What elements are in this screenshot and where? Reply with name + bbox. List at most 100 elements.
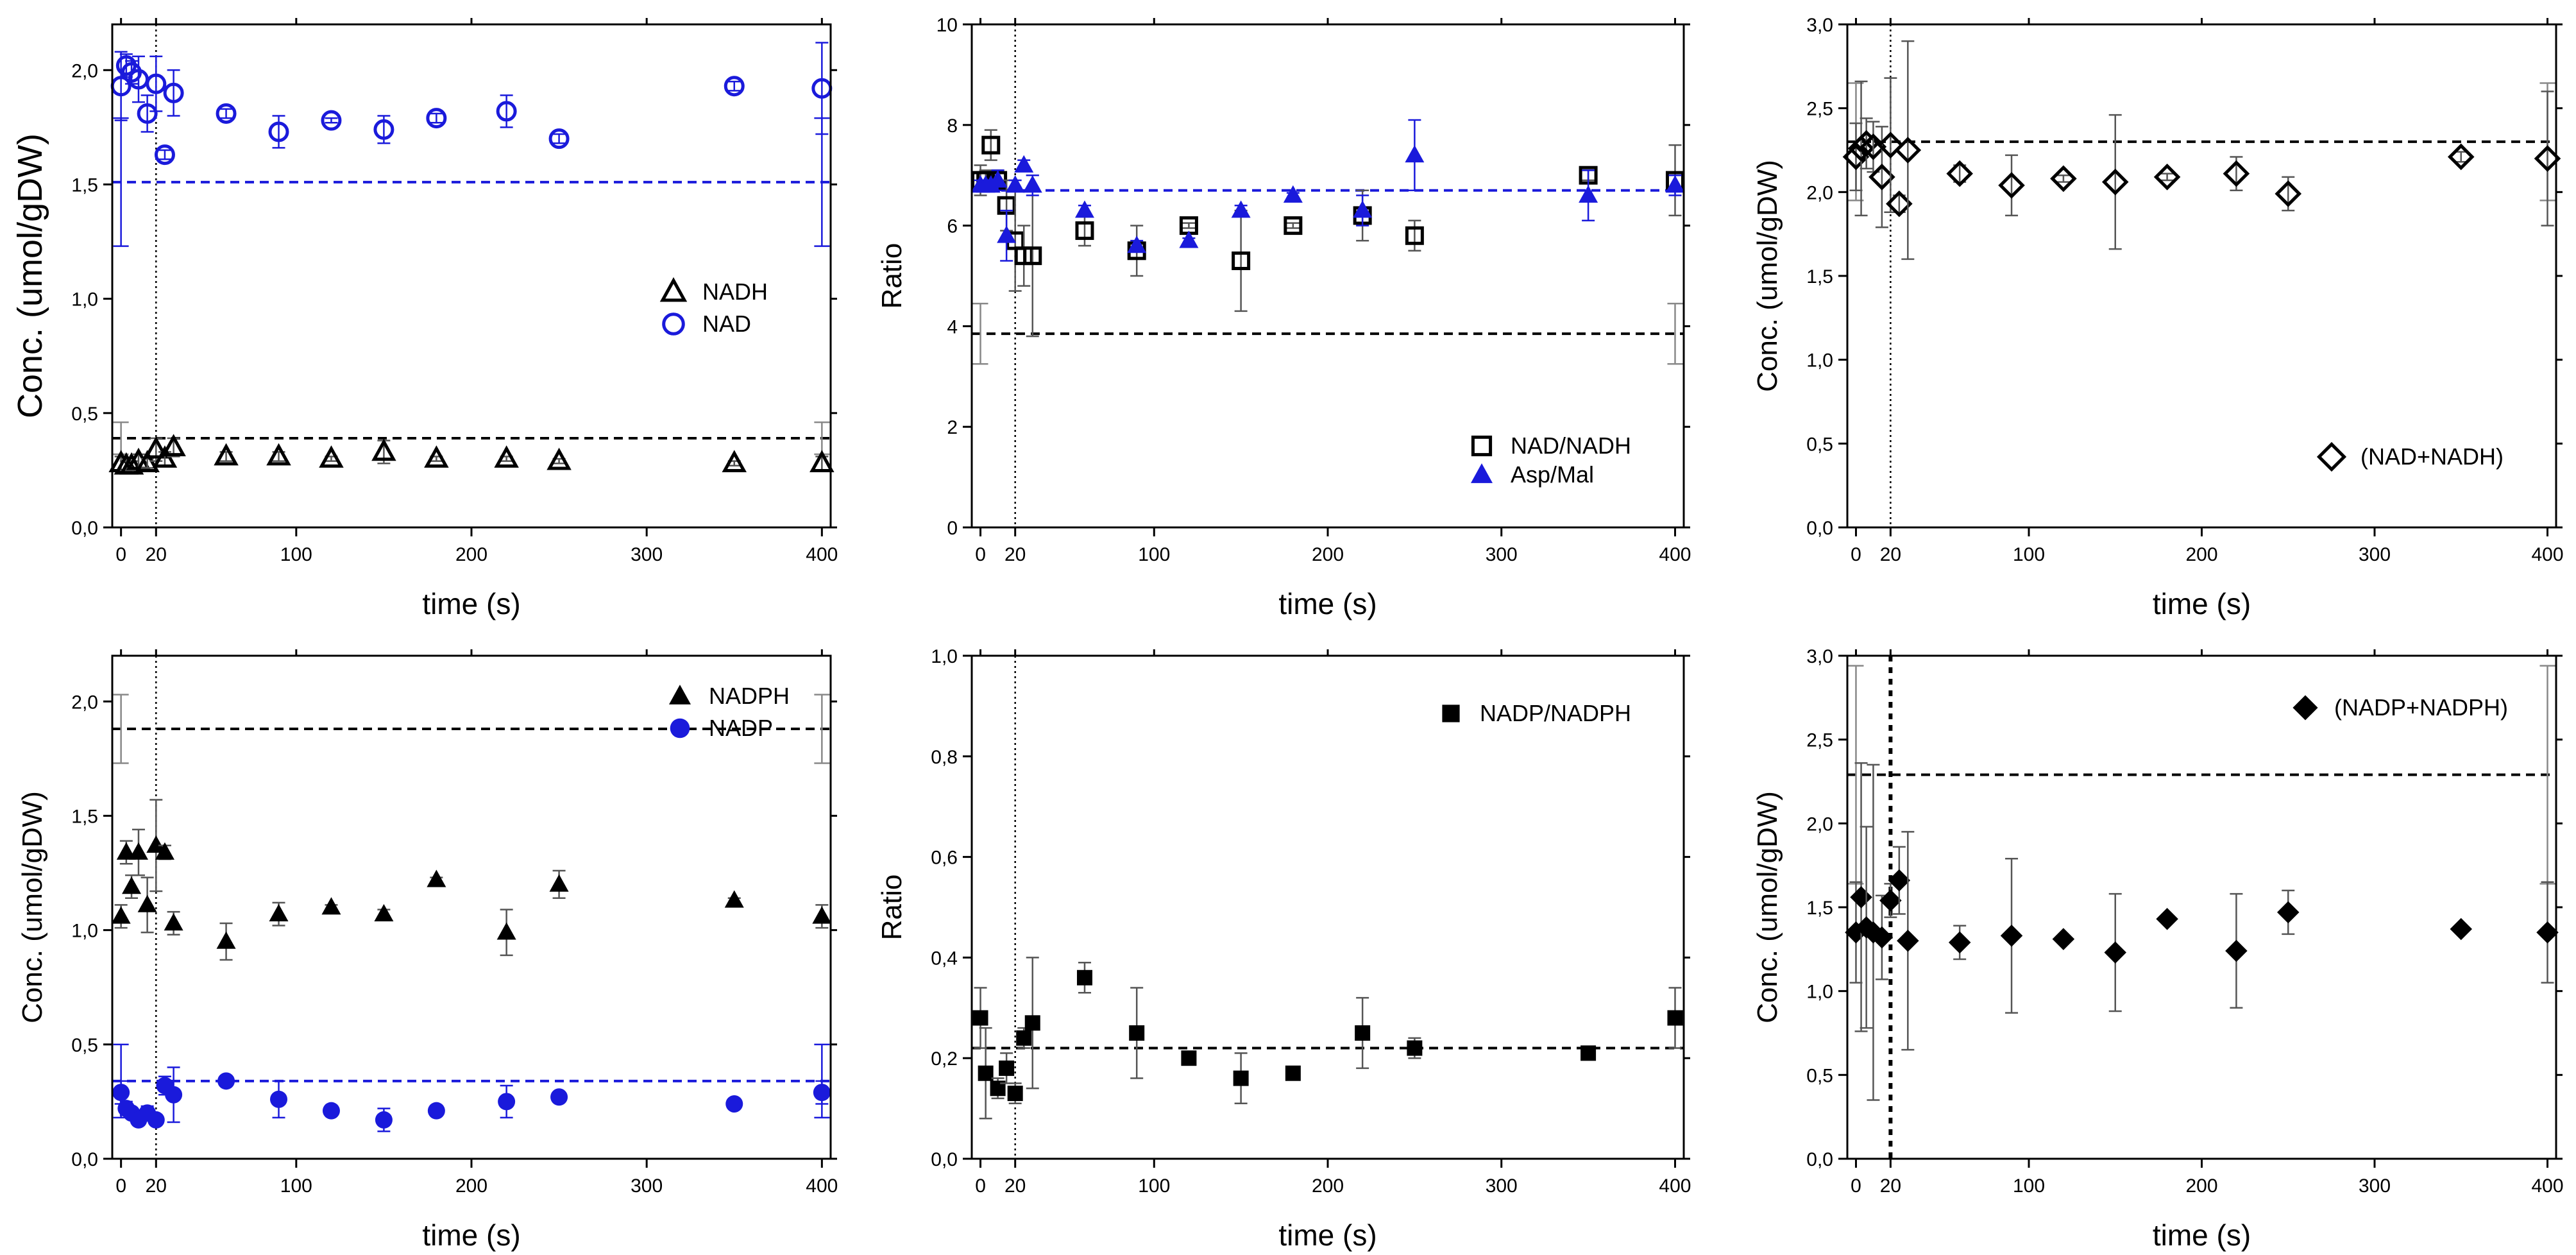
data-point: [373, 119, 394, 140]
data-point: [2104, 941, 2126, 964]
data-point: [988, 170, 1008, 188]
data-point: [1407, 1040, 1423, 1056]
y-tick-label: 0,0: [931, 1149, 958, 1170]
data-point: [137, 894, 157, 912]
data-point: [135, 450, 160, 473]
data-point: [1353, 200, 1373, 218]
data-point: [319, 445, 344, 468]
chart-panel-1: 0 20 100 200 300 400 0,0 0,5 1,0 1,5 2,0 time (s) Co…: [11, 18, 838, 620]
y-tick-label: 1,0: [71, 289, 98, 311]
data-point: [2052, 928, 2075, 950]
data-point: [550, 1088, 568, 1106]
x-tick-label: 400: [1659, 544, 1691, 565]
data-point: [116, 842, 136, 860]
y-tick-label: 2,5: [1806, 99, 1833, 120]
data-point: [427, 869, 446, 887]
data-point: [1022, 175, 1042, 193]
data-point: [1888, 869, 1911, 892]
data-point: [266, 443, 291, 466]
data-point: [161, 434, 186, 457]
data-point: [1005, 175, 1025, 193]
legend-marker: [1471, 463, 1493, 483]
data-point: [119, 452, 144, 475]
data-point: [1023, 246, 1042, 266]
y-tick-label: 2,0: [1806, 814, 1833, 835]
data-point: [1284, 216, 1303, 235]
data-point: [1179, 230, 1199, 248]
x-tick-label: 200: [2185, 1175, 2217, 1197]
x-tick-label: 300: [631, 544, 663, 565]
x-tick-label: 20: [1880, 544, 1901, 565]
x-axis-label: time (s): [2153, 1218, 2251, 1252]
data-point: [1850, 886, 1872, 909]
data-point: [547, 447, 572, 470]
data-point: [496, 922, 516, 940]
x-tick-label: 100: [280, 544, 312, 565]
data-point: [147, 1111, 165, 1129]
x-tick-label: 20: [1004, 544, 1026, 565]
y-tick-label: 1,5: [71, 806, 98, 827]
y-tick-label: 2,5: [1806, 730, 1833, 751]
x-tick-label: 400: [1659, 1175, 1691, 1197]
data-point: [1285, 1065, 1301, 1081]
data-point: [2050, 165, 2077, 192]
y-axis-label: Ratio: [876, 243, 908, 309]
x-tick-label: 100: [280, 1175, 312, 1197]
data-point: [972, 1010, 988, 1026]
x-axis-label: time (s): [1278, 587, 1377, 620]
x-tick-label: 0: [1851, 544, 1861, 565]
data-point: [1667, 1010, 1683, 1026]
y-tick-label: 10: [936, 15, 958, 36]
x-tick-label: 400: [806, 544, 838, 565]
data-point: [374, 903, 394, 922]
x-tick-label: 0: [115, 1175, 126, 1197]
data-point: [1127, 235, 1147, 253]
data-point: [809, 450, 835, 473]
y-tick-label: 1,5: [71, 175, 98, 196]
data-point: [1579, 185, 1598, 203]
data-point: [2000, 925, 2023, 947]
y-tick-label: 1,5: [1806, 898, 1833, 919]
data-point: [164, 913, 183, 931]
y-tick-label: 0,0: [71, 1149, 98, 1170]
data-point: [812, 906, 832, 924]
x-tick-label: 400: [2531, 1175, 2563, 1197]
y-axis-label: Conc. (umol/gDW): [1752, 791, 1783, 1023]
data-point: [1076, 969, 1092, 986]
data-point: [1877, 132, 1904, 158]
legend-label: NAD/NADH: [1511, 432, 1631, 459]
x-tick-label: 0: [975, 1175, 986, 1197]
data-point: [549, 874, 569, 892]
data-point: [813, 1084, 831, 1102]
chart-panel-3: 0 20 100 200 300 400 0,0 0,5 1,0 1,5 2,0 2,5 3,0 time…: [1752, 15, 2564, 620]
data-point: [146, 73, 167, 94]
x-axis-label: time (s): [2153, 587, 2251, 620]
data-point: [1948, 931, 1971, 954]
data-point: [165, 1086, 183, 1104]
data-point: [216, 931, 236, 949]
data-point: [1232, 251, 1251, 270]
x-tick-label: 100: [2013, 544, 2045, 565]
data-point: [978, 1065, 994, 1081]
x-tick-label: 20: [1004, 1175, 1026, 1197]
data-point: [496, 101, 517, 122]
x-tick-label: 20: [1880, 1175, 1901, 1197]
legend-marker: [670, 718, 690, 738]
data-point: [2153, 164, 2181, 191]
data-point: [1847, 135, 1875, 162]
data-point: [981, 135, 1001, 155]
data-point: [2534, 145, 2561, 172]
data-point: [111, 906, 131, 924]
data-point: [269, 903, 289, 922]
data-point: [2275, 180, 2302, 207]
legend-marker: [2292, 695, 2318, 721]
y-tick-label: 1,0: [931, 646, 958, 667]
data-point: [426, 108, 447, 129]
chart-panel-2: 0 20 100 200 300 400 0 2 4 6 8 10 time (s) Ratio NAD/N…: [876, 15, 1691, 620]
data-point: [2156, 908, 2178, 930]
y-tick-label: 1,0: [71, 921, 98, 942]
data-point: [321, 110, 342, 131]
x-axis-label: time (s): [422, 587, 520, 620]
x-tick-label: 300: [631, 1175, 663, 1197]
data-point: [1283, 185, 1303, 203]
